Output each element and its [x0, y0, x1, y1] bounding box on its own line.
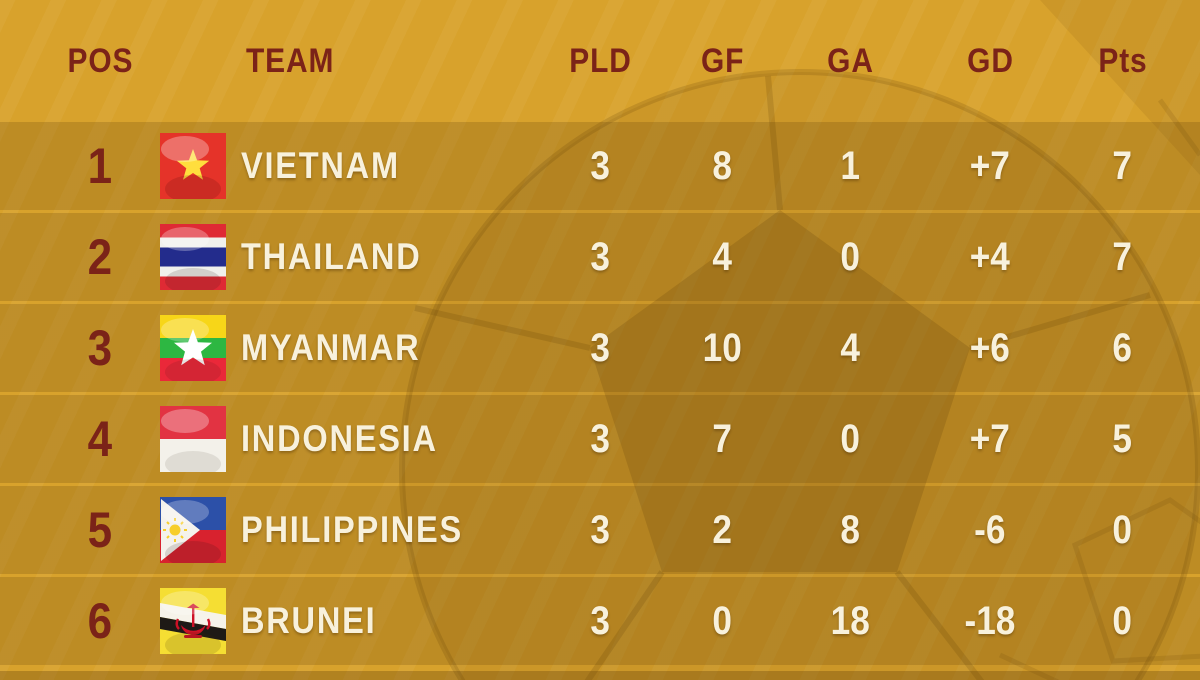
table-header-row: POS TEAM PLD GF GA GD Pts	[0, 0, 1200, 122]
goal-difference-value: -18	[964, 599, 1016, 643]
points-value: 5	[1112, 417, 1133, 461]
header-pld: PLD	[568, 41, 632, 80]
goals-for-value: 7	[712, 417, 733, 461]
header-team: TEAM	[246, 41, 335, 80]
myanmar-flag-icon	[160, 315, 226, 381]
team-name: VIETNAM	[241, 145, 400, 186]
position-number: 1	[87, 138, 113, 194]
points-value: 0	[1112, 599, 1133, 643]
points-value: 6	[1112, 326, 1133, 370]
goal-difference-value: -6	[974, 508, 1006, 552]
goal-difference-value: +4	[969, 235, 1011, 279]
standings-rows: 1 VIETNAM 3 8 1 +7 7 2	[0, 122, 1200, 665]
played-value: 3	[590, 235, 610, 279]
header-pos: POS	[67, 41, 133, 80]
played-value: 3	[590, 144, 610, 188]
goals-for-value: 2	[712, 508, 733, 552]
team-name: BRUNEI	[241, 600, 377, 641]
header-pts: Pts	[1097, 41, 1148, 80]
points-value: 7	[1112, 144, 1133, 188]
table-row: 3 MYANMAR 3 10 4 +6 6	[0, 304, 1200, 392]
goals-against-value: 0	[840, 235, 860, 279]
indonesia-flag-icon	[160, 406, 226, 472]
brunei-flag-icon	[160, 588, 226, 654]
table-row: 1 VIETNAM 3 8 1 +7 7	[0, 122, 1200, 210]
goals-for-value: 4	[712, 235, 733, 279]
goal-difference-value: +7	[969, 417, 1011, 461]
goals-for-value: 0	[712, 599, 733, 643]
team-name: THAILAND	[241, 236, 422, 277]
table-row: 2 THAILAND 3 4 0 +4 7	[0, 213, 1200, 301]
played-value: 3	[590, 417, 610, 461]
table-row: 5	[0, 486, 1200, 574]
position-number: 5	[87, 502, 113, 558]
position-number: 4	[87, 411, 113, 467]
goals-against-value: 8	[840, 508, 860, 552]
played-value: 3	[590, 508, 610, 552]
goals-against-value: 4	[840, 326, 860, 370]
bottom-edge-shade	[0, 671, 1200, 680]
header-gf: GF	[700, 41, 745, 80]
points-value: 7	[1112, 235, 1133, 279]
team-name: PHILIPPINES	[241, 509, 464, 550]
philippines-flag-icon	[160, 497, 226, 563]
vietnam-flag-icon	[160, 133, 226, 199]
table-row: 4 INDONESIA 3 7 0 +7 5	[0, 395, 1200, 483]
team-name: MYANMAR	[241, 327, 421, 368]
position-number: 6	[87, 593, 113, 649]
goals-for-value: 10	[702, 326, 743, 370]
goals-for-value: 8	[712, 144, 733, 188]
header-ga: GA	[826, 41, 874, 80]
played-value: 3	[590, 326, 610, 370]
position-number: 2	[87, 229, 113, 285]
header-gd: GD	[966, 41, 1014, 80]
goal-difference-value: +7	[969, 144, 1011, 188]
goal-difference-value: +6	[969, 326, 1011, 370]
goals-against-value: 18	[830, 599, 870, 643]
goals-against-value: 1	[840, 144, 860, 188]
points-value: 0	[1112, 508, 1133, 552]
position-number: 3	[87, 320, 113, 376]
goals-against-value: 0	[840, 417, 860, 461]
thailand-flag-icon	[160, 224, 226, 290]
played-value: 3	[590, 599, 610, 643]
team-name: INDONESIA	[241, 418, 438, 459]
table-row: 6	[0, 577, 1200, 665]
